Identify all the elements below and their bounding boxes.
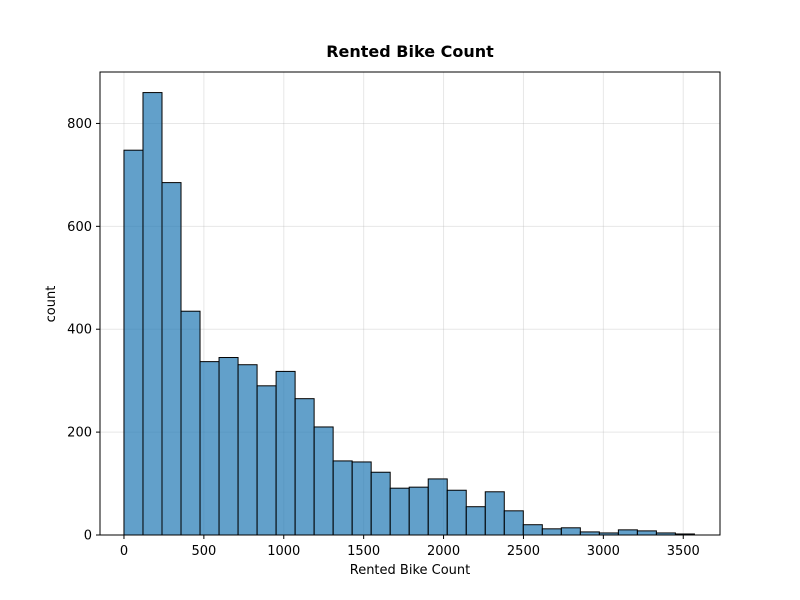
x-tick-label: 0	[120, 544, 128, 559]
histogram-bar	[370, 471, 391, 536]
histogram-bar	[541, 528, 562, 536]
histogram-bar	[218, 357, 239, 536]
x-axis-ticks: 0 500 1000 1500 2000 2500 3000 3500	[120, 535, 700, 559]
x-tick-label: 2000	[427, 544, 460, 559]
x-axis-label: Rented Bike Count	[350, 563, 471, 578]
histogram-bar	[294, 398, 315, 536]
x-tick-label: 3000	[587, 544, 620, 559]
histogram-bar	[446, 489, 467, 536]
histogram-bar	[389, 487, 410, 536]
histogram-bar	[465, 506, 486, 536]
x-tick-label: 500	[191, 544, 216, 559]
y-axis-label: count	[44, 286, 59, 323]
plot-area-frame	[99, 71, 721, 536]
histogram-bar	[522, 524, 543, 536]
y-tick-label: 200	[67, 426, 92, 441]
histogram-bar	[503, 510, 524, 536]
histogram-bar	[199, 361, 220, 536]
x-tick-label: 2500	[507, 544, 540, 559]
histogram-bar	[636, 530, 657, 536]
histogram-bar	[408, 486, 429, 536]
histogram-bar	[351, 461, 372, 536]
histogram-bar	[617, 529, 638, 536]
histogram-bar	[237, 364, 258, 536]
x-tick-label: 1500	[347, 544, 380, 559]
histogram-bar	[142, 92, 163, 536]
histogram-bars	[123, 92, 695, 536]
histogram-bar	[161, 182, 182, 536]
histogram-bar	[332, 460, 353, 536]
histogram-bar	[427, 478, 448, 536]
y-tick-label: 800	[67, 117, 92, 132]
chart-title: Rented Bike Count	[326, 42, 494, 61]
histogram-bar	[560, 527, 581, 536]
histogram-bar	[123, 149, 144, 536]
histogram-bar	[313, 426, 334, 536]
y-tick-label: 600	[67, 220, 92, 235]
histogram-bar	[484, 491, 505, 536]
x-tick-label: 3500	[667, 544, 700, 559]
histogram-bar	[256, 385, 277, 536]
y-tick-label: 0	[84, 529, 92, 544]
y-axis-ticks: 0 200 400 600 800	[67, 117, 100, 544]
histogram-bar	[275, 370, 296, 536]
x-tick-label: 1000	[267, 544, 300, 559]
y-tick-label: 400	[67, 323, 92, 338]
histogram-bar	[180, 310, 201, 536]
